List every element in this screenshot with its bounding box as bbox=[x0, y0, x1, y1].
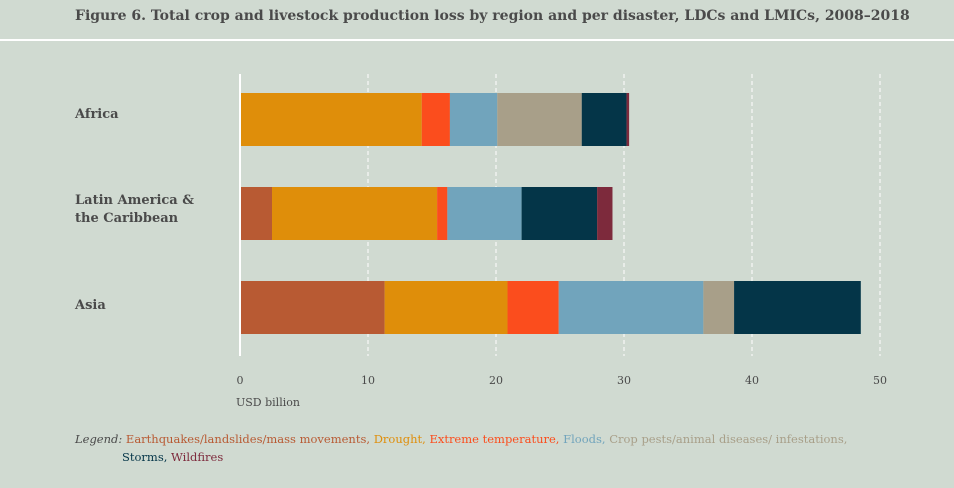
bar-segment-latin-america-the-caribbean-drought bbox=[272, 187, 438, 240]
x-tick-label-10: 10 bbox=[361, 374, 375, 387]
category-label-africa: Africa bbox=[75, 107, 119, 122]
bar-segment-asia-storms bbox=[734, 281, 861, 334]
bar-segment-latin-america-the-caribbean-earthquakes-landslides-mass-movements bbox=[240, 187, 272, 240]
bar-segment-asia-crop-pests-animal-diseases-infestations bbox=[703, 281, 735, 334]
bar-segment-africa-wildfires bbox=[626, 93, 630, 146]
x-axis-label: USD billion bbox=[236, 396, 300, 409]
legend: Legend: Earthquakes/landslides/mass move… bbox=[75, 430, 935, 466]
bar-segment-africa-drought bbox=[240, 93, 422, 146]
bar-segment-asia-extreme-temperature bbox=[507, 281, 559, 334]
legend-item-crop-pests: Crop pests/animal diseases/ infestations… bbox=[609, 432, 848, 446]
legend-lead: Legend: bbox=[75, 432, 123, 446]
x-tick-label-0: 0 bbox=[237, 374, 244, 387]
legend-item-earthquakes: Earthquakes/landslides/mass movements, bbox=[125, 432, 371, 446]
bar-segment-latin-america-the-caribbean-floods bbox=[447, 187, 522, 240]
bar-segment-africa-crop-pests-animal-diseases-infestations bbox=[497, 93, 582, 146]
bar-segment-africa-floods bbox=[449, 93, 498, 146]
category-label-asia: Asia bbox=[75, 298, 106, 313]
bar-segment-africa-extreme-temperature bbox=[421, 93, 450, 146]
chart-title: Figure 6. Total crop and livestock produ… bbox=[75, 8, 910, 24]
bar-segment-latin-america-the-caribbean-storms bbox=[521, 187, 598, 240]
legend-item-drought: Drought, bbox=[373, 432, 426, 446]
legend-item-floods: Floods, bbox=[563, 432, 606, 446]
x-tick-label-50: 50 bbox=[873, 374, 887, 387]
legend-item-extreme-temperature: Extreme temperature, bbox=[429, 432, 560, 446]
x-tick-label-30: 30 bbox=[617, 374, 631, 387]
legend-item-storms: Storms, bbox=[122, 450, 168, 464]
title-divider bbox=[0, 39, 954, 41]
x-tick-label-20: 20 bbox=[489, 374, 503, 387]
bar-segment-africa-storms bbox=[581, 93, 627, 146]
category-label-latin-america: Latin America & the Caribbean bbox=[75, 193, 194, 226]
bar-segment-latin-america-the-caribbean-wildfires bbox=[597, 187, 613, 240]
bar-segment-asia-earthquakes-landslides-mass-movements bbox=[240, 281, 385, 334]
bar-segment-asia-drought bbox=[384, 281, 508, 334]
bar-segment-latin-america-the-caribbean-extreme-temperature bbox=[437, 187, 448, 240]
bar-segment-asia-floods bbox=[558, 281, 704, 334]
legend-item-wildfires: Wildfires bbox=[171, 450, 224, 464]
x-tick-label-40: 40 bbox=[745, 374, 759, 387]
